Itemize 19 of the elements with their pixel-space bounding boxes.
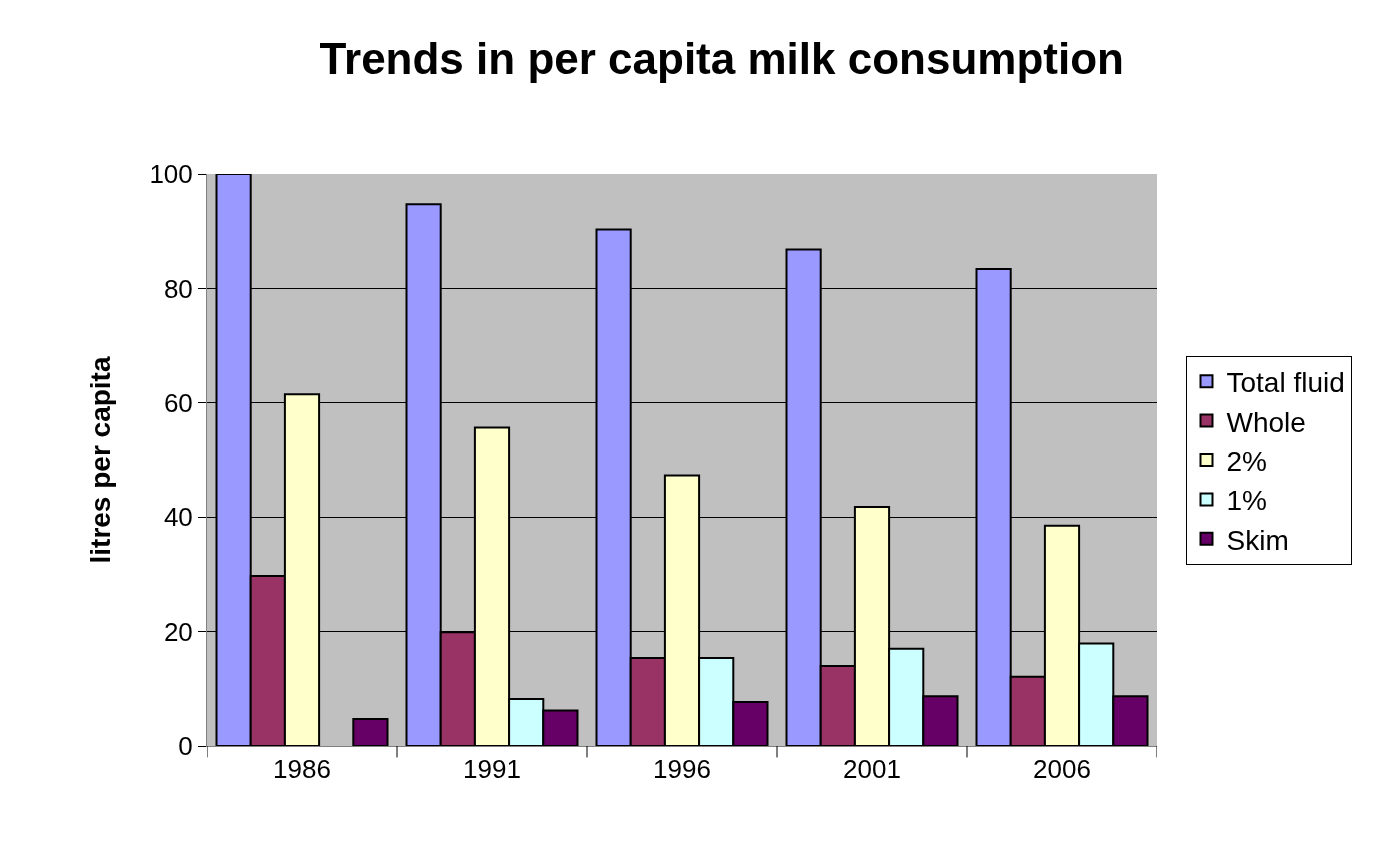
x-tick-label: 1991: [463, 754, 521, 785]
legend-label: 1%: [1226, 485, 1267, 517]
y-tick-label: 80: [163, 273, 193, 304]
legend-label: 2%: [1226, 445, 1267, 477]
y-tick-label: 40: [163, 502, 193, 533]
x-tick-label: 1986: [273, 754, 331, 785]
y-axis-title: litres per capita: [85, 356, 117, 564]
y-tick-label: 100: [149, 159, 193, 190]
y-tick-label: 0: [178, 731, 193, 762]
y-tick-label: 60: [163, 387, 193, 418]
legend-label: Whole: [1226, 406, 1306, 438]
legend-label: Skim: [1226, 524, 1289, 556]
x-tick-label: 2006: [1033, 754, 1091, 785]
chart-title: Trends in per capita milk consumption: [319, 33, 1124, 83]
y-tick-label: 20: [163, 616, 193, 647]
bar: [352, 718, 389, 746]
x-tick-label: 2001: [843, 754, 901, 785]
legend-label: Total fluid: [1226, 367, 1345, 399]
x-tick-label: 1996: [653, 754, 711, 785]
